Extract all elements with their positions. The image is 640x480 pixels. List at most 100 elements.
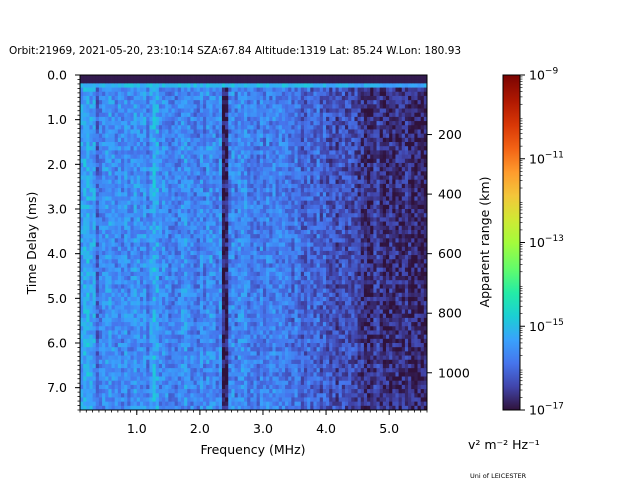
heatmap-cell: [152, 309, 157, 315]
heatmap-cell: [184, 380, 188, 386]
heatmap-cell: [237, 238, 242, 243]
heatmap-cell: [240, 363, 245, 369]
heatmap-cell: [234, 116, 239, 122]
heatmap-cell: [256, 133, 261, 139]
heatmap-cell: [117, 234, 122, 239]
heatmap-cell: [165, 389, 169, 394]
heatmap-cell: [143, 192, 147, 197]
heatmap-cell: [152, 330, 157, 336]
heatmap-cell: [174, 347, 179, 352]
heatmap-cell: [199, 112, 204, 118]
heatmap-cell: [133, 259, 138, 264]
heatmap-cell: [98, 104, 103, 109]
heatmap-cell: [244, 121, 248, 126]
heatmap-cell: [269, 162, 273, 168]
heatmap-cell: [111, 217, 116, 222]
heatmap-cell: [98, 196, 103, 202]
heatmap-cell: [171, 196, 176, 202]
heatmap-cell: [83, 217, 87, 222]
heatmap-cell: [95, 179, 100, 185]
heatmap-cell: [234, 204, 239, 210]
heatmap-cell: [83, 87, 87, 93]
heatmap-cell: [253, 171, 258, 176]
heatmap-cell: [158, 79, 163, 84]
heatmap-cell: [247, 238, 251, 243]
heatmap-cell: [209, 137, 213, 143]
heatmap-cell: [98, 250, 103, 256]
heatmap-cell: [212, 292, 217, 298]
heatmap-cell: [124, 292, 128, 298]
heatmap-cell: [102, 204, 106, 210]
heatmap-cell: [196, 137, 201, 143]
heatmap-cell: [253, 276, 258, 281]
heatmap-cell: [266, 154, 270, 160]
heatmap-cell: [237, 296, 242, 302]
heatmap-cell: [250, 192, 254, 197]
heatmap-cell: [180, 116, 185, 122]
heatmap-cell: [98, 79, 103, 84]
heatmap-cell: [256, 179, 261, 185]
heatmap-cell: [143, 234, 147, 239]
heatmap-cell: [253, 330, 258, 336]
heatmap-cell: [127, 284, 131, 289]
heatmap-cell: [225, 150, 229, 155]
heatmap-cell: [234, 343, 239, 348]
heatmap-cell: [162, 95, 166, 101]
heatmap-cell: [215, 376, 220, 382]
heatmap-cell: [152, 271, 157, 277]
heatmap-cell: [136, 384, 141, 390]
heatmap-cell: [168, 343, 172, 348]
heatmap-cell: [162, 397, 166, 403]
heatmap-cell: [95, 267, 100, 273]
heatmap-cell: [212, 150, 217, 155]
heatmap-cell: [259, 351, 264, 356]
heatmap-cell: [177, 359, 182, 365]
heatmap-cell: [158, 221, 163, 227]
heatmap-cell: [114, 330, 119, 336]
heatmap-cell: [244, 83, 248, 88]
heatmap-cell: [139, 129, 144, 135]
heatmap-cell: [259, 234, 264, 239]
heatmap-cell: [158, 389, 163, 394]
heatmap-cell: [124, 322, 128, 327]
heatmap-cell: [98, 129, 103, 135]
heatmap-cell: [269, 259, 273, 264]
heatmap-cell: [117, 91, 122, 97]
heatmap-cell: [203, 129, 207, 135]
heatmap-cell: [86, 305, 90, 310]
heatmap-cell: [266, 79, 270, 84]
heatmap-cell: [212, 225, 217, 231]
heatmap-cell: [256, 313, 261, 319]
heatmap-cell: [83, 154, 87, 160]
heatmap-cell: [259, 121, 264, 126]
heatmap-cell: [95, 343, 100, 348]
heatmap-cell: [95, 95, 100, 101]
heatmap-cell: [250, 255, 254, 260]
heatmap-cell: [143, 255, 147, 260]
heatmap-cell: [228, 204, 232, 210]
heatmap-cell: [215, 146, 220, 151]
heatmap-cell: [152, 284, 157, 289]
heatmap-cell: [231, 100, 235, 105]
heatmap-cell: [89, 238, 94, 243]
heatmap-cell: [212, 221, 217, 227]
heatmap-cell: [111, 330, 116, 336]
heatmap-cell: [193, 213, 198, 218]
heatmap-cell: [124, 267, 128, 273]
heatmap-cell: [237, 355, 242, 361]
heatmap-cell: [244, 213, 248, 218]
heatmap-cell: [218, 322, 223, 327]
heatmap-cell: [152, 137, 157, 143]
heatmap-cell: [237, 87, 242, 93]
heatmap-cell: [259, 100, 264, 105]
heatmap-cell: [80, 393, 84, 398]
heatmap-cell: [256, 162, 261, 168]
heatmap-cell: [203, 217, 207, 222]
heatmap-cell: [174, 179, 179, 185]
heatmap-cell: [215, 384, 220, 390]
heatmap-cell: [114, 255, 119, 260]
heatmap-cell: [149, 326, 153, 331]
heatmap-cell: [184, 242, 188, 248]
heatmap-cell: [86, 179, 90, 185]
heatmap-cell: [240, 405, 245, 410]
